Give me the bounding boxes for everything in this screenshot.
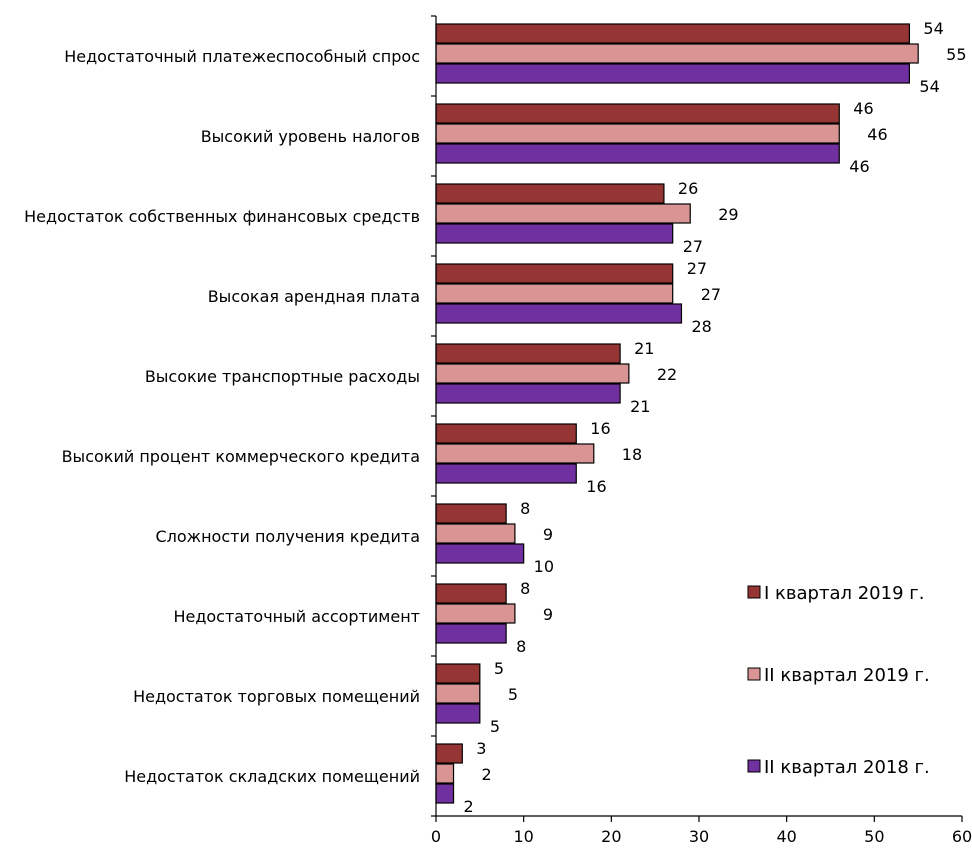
- bar-3: [435, 143, 840, 164]
- legend-swatch: [747, 759, 761, 773]
- data-label: 16: [586, 477, 606, 496]
- category-labels-group: Недостаточный платежеспособный спрос Высо…: [24, 47, 420, 786]
- data-label: 18: [622, 445, 642, 464]
- data-label: 3: [476, 739, 486, 758]
- data-label: 27: [701, 285, 721, 304]
- data-label: 54: [919, 77, 939, 96]
- data-label: 22: [657, 365, 677, 384]
- data-label: 8: [516, 637, 526, 656]
- data-label: 27: [683, 237, 703, 256]
- category-label: Недостаток собственных финансовых средст…: [24, 207, 420, 226]
- legend: I квартал 2019 г. II квартал 2019 г. II кв…: [747, 583, 930, 778]
- data-label: 10: [534, 557, 554, 576]
- data-label: 46: [867, 125, 887, 144]
- bar-1: [435, 23, 910, 44]
- bar-1: [435, 183, 665, 204]
- data-label: 16: [590, 419, 610, 438]
- category-label: Недостаток складских помещений: [124, 767, 420, 786]
- data-label: 27: [687, 259, 707, 278]
- legend-swatch: [747, 667, 761, 681]
- legend-label: II квартал 2019 г.: [764, 665, 930, 686]
- data-label: 5: [490, 717, 500, 736]
- x-tick-label: 50: [864, 827, 884, 846]
- bar-3: [435, 383, 621, 404]
- bar-1: [435, 743, 463, 764]
- data-label: 54: [923, 19, 943, 38]
- category-label: Высокий уровень налогов: [201, 127, 420, 146]
- legend-label: II квартал 2018 г.: [764, 757, 930, 778]
- x-tick-label: 10: [513, 827, 533, 846]
- bar-3: [435, 783, 455, 804]
- legend-label: I квартал 2019 г.: [764, 583, 924, 604]
- x-tick-label: 40: [776, 827, 796, 846]
- data-label: 26: [678, 179, 698, 198]
- bar-2: [435, 603, 516, 624]
- category-label: Высокая арендная плата: [208, 287, 420, 306]
- x-tick-label: 30: [689, 827, 709, 846]
- data-label: 9: [543, 605, 553, 624]
- data-label: 29: [718, 205, 738, 224]
- category-label: Недостаток торговых помещений: [133, 687, 420, 706]
- data-label: 5: [508, 685, 518, 704]
- bar-1: [435, 103, 840, 124]
- bar-3: [435, 543, 525, 564]
- data-label: 2: [482, 765, 492, 784]
- bar-2: [435, 443, 595, 464]
- bar-2: [435, 763, 455, 784]
- category-label: Недостаточный платежеспособный спрос: [64, 47, 420, 66]
- bar-1: [435, 503, 507, 524]
- x-tick-label: 20: [601, 827, 621, 846]
- bar-1: [435, 583, 507, 604]
- data-label: 8: [520, 499, 530, 518]
- x-tick-label: 60: [952, 827, 972, 846]
- legend-swatch: [747, 585, 761, 599]
- bar-1: [435, 423, 577, 444]
- value-labels-group: 5455544646462629272727282122211618168910…: [464, 19, 967, 816]
- data-label: 46: [853, 99, 873, 118]
- x-tick-label: 0: [431, 827, 441, 846]
- category-label: Сложности получения кредита: [155, 527, 420, 546]
- bar-2: [435, 363, 630, 384]
- data-label: 21: [634, 339, 654, 358]
- data-label: 21: [630, 397, 650, 416]
- data-label: 8: [520, 579, 530, 598]
- bar-3: [435, 223, 674, 244]
- data-label: 55: [946, 45, 966, 64]
- data-label: 2: [464, 797, 474, 816]
- bar-3: [435, 63, 910, 84]
- bar-2: [435, 523, 516, 544]
- data-label: 28: [691, 317, 711, 336]
- bar-2: [435, 43, 919, 64]
- bar-2: [435, 683, 481, 704]
- bar-3: [435, 303, 683, 324]
- bar-2: [435, 203, 691, 224]
- bar-2: [435, 123, 840, 144]
- bar-3: [435, 463, 577, 484]
- category-label: Высокие транспортные расходы: [145, 367, 420, 386]
- data-label: 9: [543, 525, 553, 544]
- bar-1: [435, 343, 621, 364]
- bar-3: [435, 703, 481, 724]
- category-label: Недостаточный ассортимент: [173, 607, 420, 626]
- bar-3: [435, 623, 507, 644]
- data-label: 5: [494, 659, 504, 678]
- bar-1: [435, 663, 481, 684]
- data-label: 46: [849, 157, 869, 176]
- category-label: Высокий процент коммерческого кредита: [62, 447, 420, 466]
- bar-1: [435, 263, 674, 284]
- bar-2: [435, 283, 674, 304]
